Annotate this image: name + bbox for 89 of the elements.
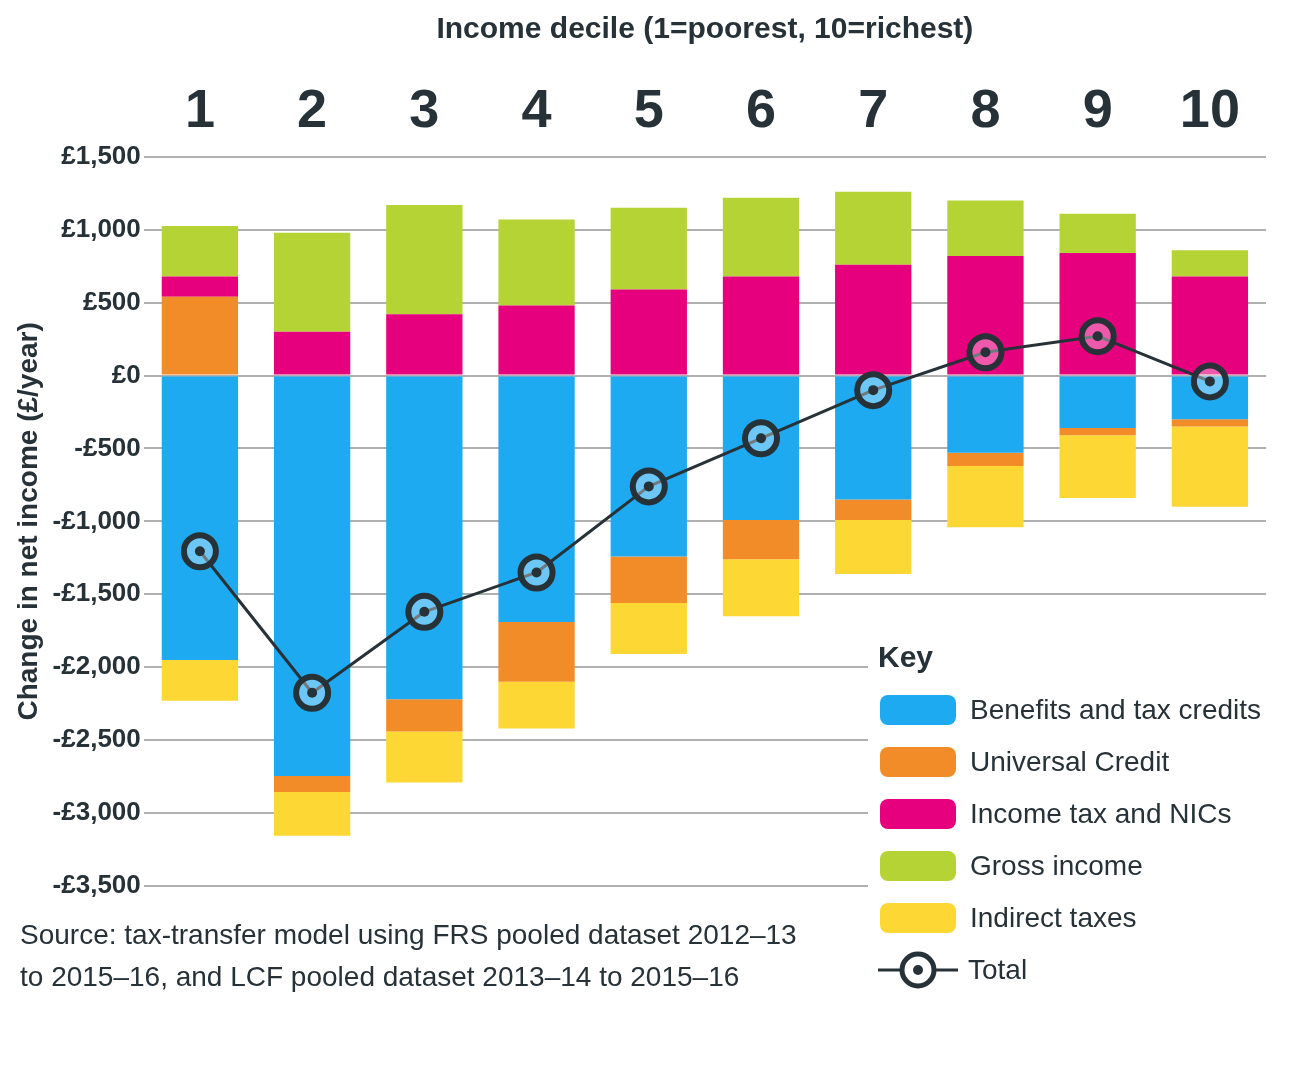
- bar: [386, 314, 463, 375]
- x-tick-label: 1: [184, 78, 215, 139]
- bar: [161, 296, 239, 375]
- bar: [610, 207, 687, 290]
- bar: [947, 200, 1024, 256]
- bar: [161, 226, 239, 277]
- x-tick-label: 6: [745, 78, 777, 139]
- bar: [610, 556, 687, 604]
- bar: [722, 197, 800, 277]
- point: [1078, 317, 1117, 356]
- legend-label: Universal Credit: [970, 746, 1170, 778]
- bar: [722, 376, 800, 520]
- bar: [386, 204, 463, 315]
- bar: [947, 452, 1024, 466]
- bar: [610, 603, 687, 655]
- bar: [1059, 435, 1136, 499]
- source-note: Source: tax-transfer model using FRS pooled dataset 2012–13 to 2015–16, and LCF pooled dataset 2013–14 to 2015–16: [20, 918, 798, 994]
- bar: [161, 659, 239, 701]
- point: [517, 553, 556, 592]
- bar: [386, 731, 463, 783]
- bar: [386, 376, 463, 700]
- bar: [1059, 213, 1136, 254]
- legend-label: Gross income: [970, 850, 1143, 882]
- bar: [498, 305, 575, 375]
- bar: [610, 289, 687, 375]
- point: [405, 592, 444, 631]
- x-tick-label: 10: [1179, 78, 1240, 139]
- bar: [273, 232, 351, 332]
- bar: [610, 376, 687, 557]
- y-tick-label: £1,500: [61, 139, 141, 170]
- x-tick-label: 3: [409, 78, 440, 139]
- bar: [835, 264, 912, 375]
- x-axis-title: Income decile (1=poorest, 10=richest): [436, 11, 974, 45]
- bar: [1059, 253, 1136, 375]
- bar: [947, 376, 1024, 453]
- legend-label: Income tax and NICs: [970, 798, 1232, 830]
- bar: [1059, 376, 1136, 429]
- point: [854, 371, 893, 410]
- y-tick-label: -£500: [74, 431, 141, 462]
- bar: [1171, 376, 1249, 420]
- x-tick-label: 8: [970, 78, 1001, 139]
- y-tick-label: -£3,500: [52, 869, 141, 900]
- bar: [498, 219, 575, 306]
- legend-label: Indirect taxes: [970, 902, 1137, 934]
- bar: [1171, 426, 1249, 507]
- y-tick-label: -£2,500: [52, 723, 141, 754]
- point: [966, 333, 1005, 372]
- bar: [947, 255, 1024, 375]
- bar: [1059, 428, 1136, 436]
- x-tick-label: 9: [1082, 78, 1113, 139]
- x-tick-label: 5: [633, 78, 664, 139]
- bar: [273, 791, 351, 836]
- bar: [498, 376, 575, 623]
- y-tick-label: £0: [111, 358, 141, 389]
- point: [180, 532, 219, 571]
- bar: [947, 465, 1024, 528]
- bar: [722, 559, 800, 617]
- x-tick-label: 7: [858, 78, 889, 139]
- x-tick-label: 2: [297, 78, 328, 139]
- bar: [1171, 250, 1249, 277]
- bar: [273, 775, 351, 792]
- y-tick-label: £500: [82, 285, 141, 316]
- bar: [722, 276, 800, 375]
- bar: [273, 331, 351, 375]
- y-tick-label: -£1,000: [52, 504, 141, 535]
- bar: [161, 376, 239, 660]
- bar: [722, 519, 800, 560]
- bar: [161, 276, 239, 297]
- legend-label: Benefits and tax credits: [970, 694, 1262, 726]
- bar: [386, 699, 463, 732]
- y-tick-label: -£3,000: [52, 796, 141, 827]
- x-tick-label: 4: [521, 78, 552, 139]
- bar: [498, 622, 575, 682]
- y-tick-label: -£1,500: [52, 577, 141, 608]
- bar: [1171, 419, 1249, 427]
- bar: [835, 499, 912, 520]
- y-tick-label: £1,000: [61, 212, 141, 243]
- point: [293, 673, 332, 712]
- bar: [498, 681, 575, 729]
- legend-label: Total: [968, 954, 1028, 986]
- bar: [273, 376, 351, 776]
- y-axis-title: Change in net income (£/year): [11, 322, 43, 721]
- bar: [835, 519, 912, 574]
- bar: [835, 376, 912, 500]
- bar: [1171, 276, 1249, 375]
- y-tick-label: -£2,000: [52, 650, 141, 681]
- legend-title: Key: [878, 640, 935, 674]
- point: [629, 467, 668, 506]
- bar: [835, 191, 912, 265]
